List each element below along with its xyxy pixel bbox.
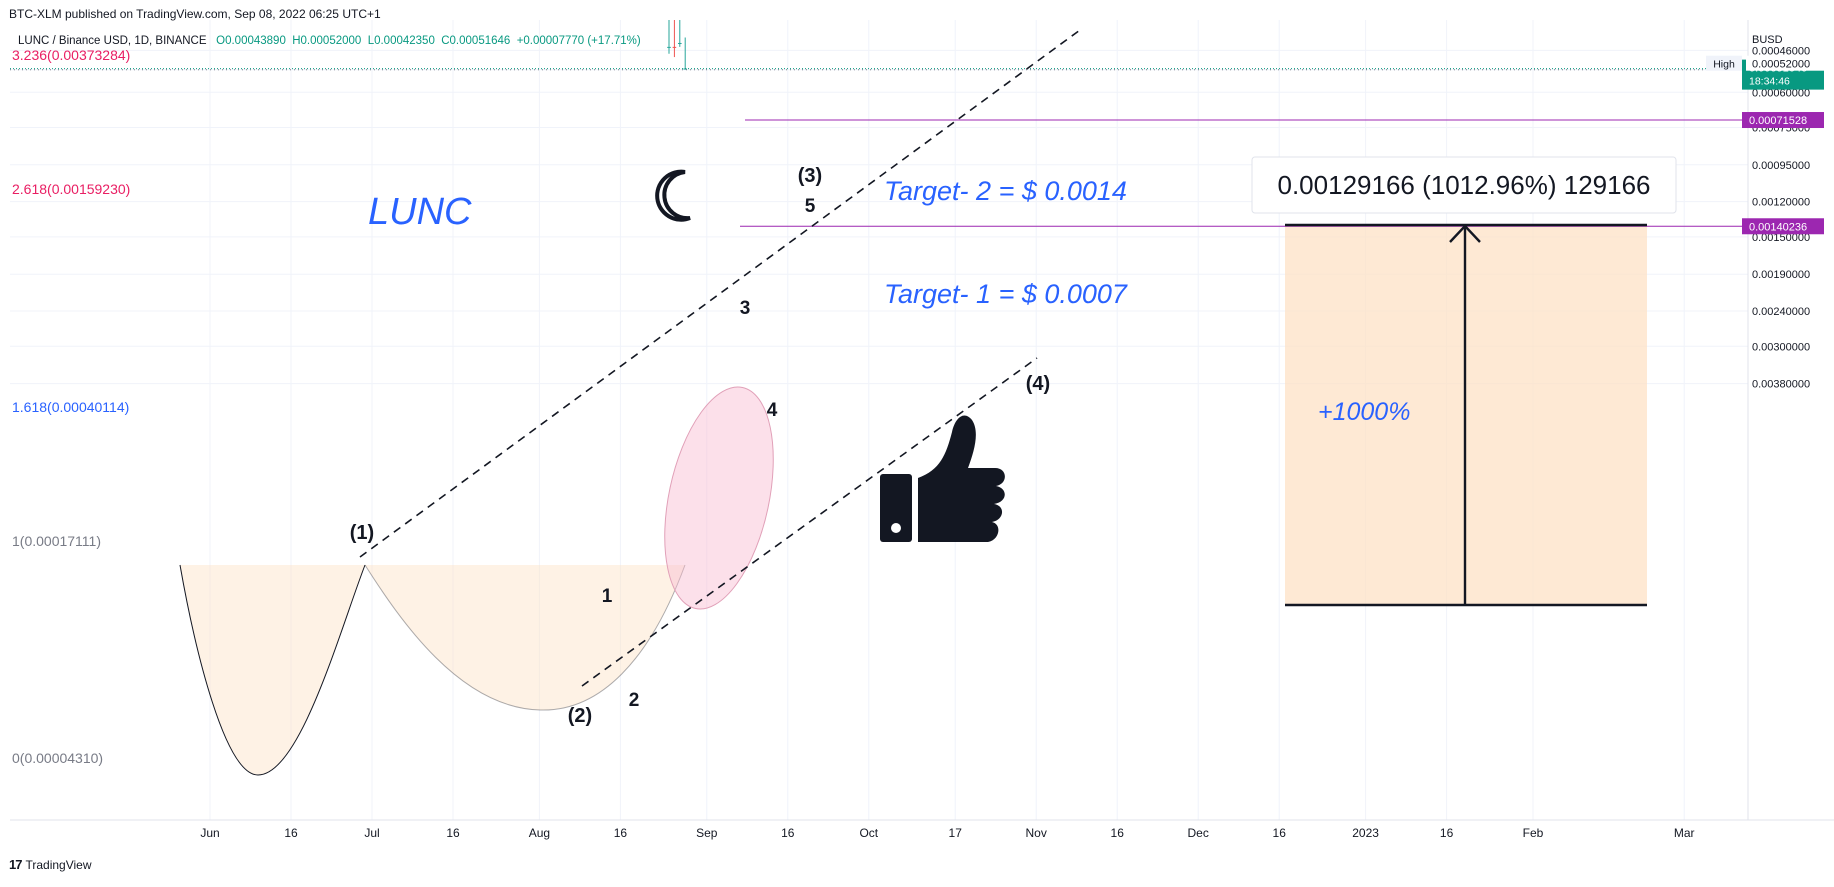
price-label: 0.00071528 — [1749, 115, 1807, 127]
x-tick-label: Mar — [1674, 826, 1695, 840]
high-tag-bg — [1706, 55, 1742, 71]
y-tick-label: 0.00300000 — [1752, 341, 1810, 353]
x-tick-label: 16 — [614, 826, 628, 840]
fib-level-label: 3.236(0.00373284) — [12, 47, 130, 63]
x-tick-label: 17 — [949, 826, 963, 840]
ohlc-close: C0.00051646 — [441, 35, 511, 47]
lower-channel-line — [581, 357, 1038, 687]
candle-body — [672, 46, 677, 48]
measure-arrow-head — [1449, 224, 1481, 243]
high-value: 0.00052000 — [1752, 59, 1810, 71]
y-tick-label: 0.00150000 — [1752, 232, 1810, 244]
price-label-bg — [1742, 218, 1824, 235]
target-2-label: Target- 2 = $ 0.0014 — [884, 176, 1127, 206]
wave-label: 3 — [740, 298, 751, 319]
high-tag: High — [1713, 59, 1735, 71]
y-tick-label: 0.00240000 — [1752, 306, 1810, 318]
high-value-bg — [1746, 55, 1826, 71]
drawings — [10, 29, 1748, 687]
y-tick-label: 0.00120000 — [1752, 197, 1810, 209]
x-tick-label: Oct — [859, 826, 878, 840]
fib-level-label: 2.618(0.00159230) — [12, 181, 130, 197]
wave-label: (2) — [568, 705, 592, 727]
percent-label: +1000% — [1318, 398, 1410, 426]
cup-outline-right — [364, 564, 686, 711]
y-tick-label: 0.00380000 — [1752, 379, 1810, 391]
ohlc-open: O0.00043890 — [216, 35, 286, 47]
upper-channel-line — [359, 29, 1081, 558]
candle-body — [667, 46, 671, 48]
candle-body — [678, 42, 682, 44]
ohlc-low: L0.00042350 — [367, 35, 435, 47]
annotations: 3.236(0.00373284) 2.618(0.00159230) 1.618(… — [12, 47, 1677, 766]
target-1-label: Target- 1 = $ 0.0007 — [884, 279, 1128, 309]
price-label-bg — [1742, 112, 1824, 129]
tradingview-logo-icon: 17 — [9, 857, 23, 872]
wave-label: (3) — [798, 165, 822, 187]
fib-level-label: 1.618(0.00040114) — [12, 399, 129, 415]
x-tick-label: Nov — [1026, 826, 1047, 840]
wave-label: (4) — [1026, 373, 1050, 395]
lunc-label: LUNC — [368, 191, 472, 233]
symbol-name: LUNC / Binance USD, 1D, BINANCE — [18, 35, 207, 47]
x-tick-label: Feb — [1523, 826, 1544, 840]
currency-label: BUSD — [1752, 34, 1783, 46]
cup-fill-right — [365, 565, 685, 711]
x-tick-label: Dec — [1188, 826, 1209, 840]
wave-label: 2 — [629, 690, 640, 711]
footer[interactable]: 17 TradingView — [9, 857, 92, 872]
axes: Jun 16 Jul 16 Aug 16 Sep 16 Oct 17 Nov 16 Dec 16 2023 1… — [10, 20, 1834, 840]
cup-outline-left — [179, 564, 366, 776]
moon-icon — [655, 169, 691, 222]
footer-brand: TradingView — [25, 857, 92, 872]
y-tick-label: 0.00190000 — [1752, 269, 1810, 281]
highlight-ellipse — [664, 386, 774, 610]
wave-label: 1 — [602, 586, 613, 607]
thumbs-up-icon — [880, 415, 1005, 542]
x-tick-label: 2023 — [1352, 826, 1379, 840]
wave-label: (1) — [350, 522, 374, 544]
candles — [667, 20, 687, 70]
ohlc-change: +0.00007770 (+17.71%) — [516, 35, 641, 47]
measure-tooltip — [1251, 156, 1677, 214]
x-tick-label: 16 — [781, 826, 795, 840]
x-tick-label: Sep — [696, 826, 718, 840]
countdown-label: 18:34:46 — [1749, 76, 1790, 88]
symbol-ohlc-line: LUNC / Binance USD, 1D, BINANCE O0.00043… — [18, 35, 641, 47]
cup-fill-left — [180, 565, 365, 775]
x-tick-label: 16 — [284, 826, 298, 840]
y-tick-label: 0.00060000 — [1752, 87, 1810, 99]
publisher-line: BTC-XLM published on TradingView.com, Se… — [9, 7, 381, 21]
wave-label: 4 — [767, 400, 778, 421]
measure-tooltip-text: 0.00129166 (1012.96%) 129166 — [1278, 170, 1651, 200]
x-tick-label: 16 — [446, 826, 460, 840]
x-tick-label: Jul — [364, 826, 379, 840]
fib-level-label: 0(0.00004310) — [12, 750, 103, 766]
y-tick-label: 0.00046000 — [1752, 45, 1810, 57]
x-tick-label: 16 — [1273, 826, 1287, 840]
fib-level-label: 1(0.00017111) — [12, 533, 101, 549]
wave-label: 5 — [805, 196, 816, 217]
x-tick-label: Jun — [200, 826, 219, 840]
y-tick-label: 0.00095000 — [1752, 160, 1810, 172]
x-tick-label: 16 — [1440, 826, 1454, 840]
x-tick-label: 16 — [1111, 826, 1125, 840]
price-label: 0.00140236 — [1749, 221, 1807, 233]
ohlc-high: H0.00052000 — [292, 35, 362, 47]
x-tick-label: Aug — [529, 826, 550, 840]
